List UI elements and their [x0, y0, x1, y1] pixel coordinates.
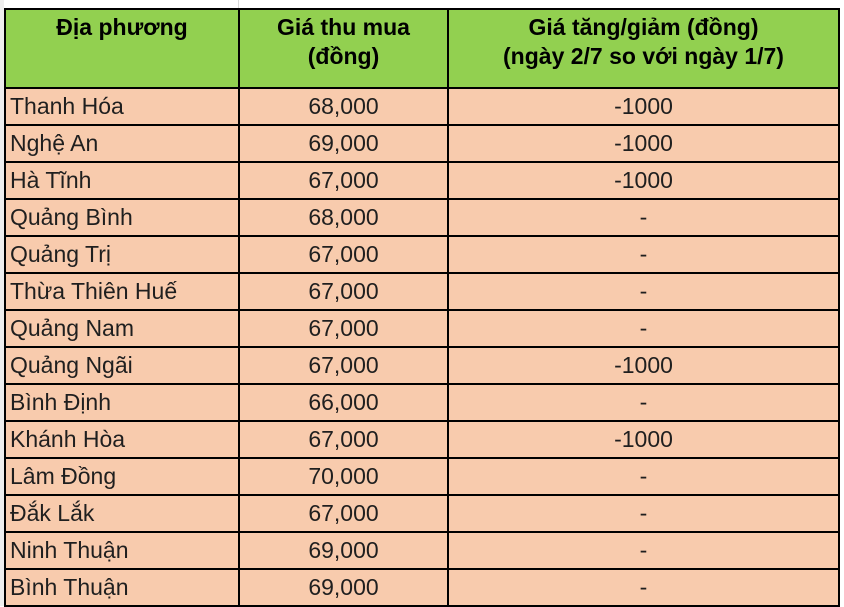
price-table: Địa phương Giá thu mua (đồng) Giá tăng/gi…: [4, 8, 840, 607]
change-cell: -: [447, 309, 840, 348]
header-text: Giá thu mua: [277, 14, 410, 40]
price-cell: 67,000: [238, 494, 449, 533]
change-cell: -: [447, 494, 840, 533]
change-cell: -1000: [447, 124, 840, 163]
table-row: Bình Thuận 69,000-: [4, 568, 840, 607]
price-cell: 70,000: [238, 457, 449, 496]
table-row: Thanh Hóa 68,000 -1000: [4, 87, 840, 126]
table-row: Bình Định 66,000-: [4, 383, 840, 422]
header-location: Địa phương: [4, 8, 240, 89]
price-cell: 66,000: [238, 383, 449, 422]
table-row: Lâm Đồng 70,000-: [4, 457, 840, 496]
table-row: Nghệ An 69,000 -1000: [4, 124, 840, 163]
price-cell: 68,000: [238, 87, 449, 126]
header-text: Giá tăng/giảm (đồng): [528, 14, 759, 40]
change-cell: -1000: [447, 161, 840, 200]
sheet-gridline: [238, 0, 239, 8]
change-cell: -: [447, 235, 840, 274]
header-text: (đồng): [307, 43, 380, 69]
table-row: Đắk Lắk 67,000-: [4, 494, 840, 533]
table-row: Hà Tĩnh 67,000 -1000: [4, 161, 840, 200]
change-cell: -: [447, 531, 840, 570]
location-cell: Ninh Thuận: [4, 531, 240, 570]
price-cell: 68,000: [238, 198, 449, 237]
location-cell: Thừa Thiên Huế: [4, 272, 240, 311]
header-text: (ngày 2/7 so với ngày 1/7): [503, 43, 784, 69]
change-cell: -: [447, 383, 840, 422]
location-cell: Đắk Lắk: [4, 494, 240, 533]
table-row: Quảng Bình 68,000-: [4, 198, 840, 237]
table-row: Quảng Trị 67,000-: [4, 235, 840, 274]
price-cell: 69,000: [238, 568, 449, 607]
price-cell: 69,000: [238, 124, 449, 163]
header-price: Giá thu mua (đồng): [238, 8, 449, 89]
change-cell: -: [447, 272, 840, 311]
table-row: Ninh Thuận 69,000-: [4, 531, 840, 570]
table-row: Thừa Thiên Huế 67,000-: [4, 272, 840, 311]
location-cell: Quảng Nam: [4, 309, 240, 348]
price-cell: 67,000: [238, 420, 449, 459]
location-cell: Quảng Ngãi: [4, 346, 240, 385]
location-cell: Hà Tĩnh: [4, 161, 240, 200]
price-cell: 69,000: [238, 531, 449, 570]
price-cell: 67,000: [238, 235, 449, 274]
price-cell: 67,000: [238, 346, 449, 385]
location-cell: Quảng Trị: [4, 235, 240, 274]
change-cell: -: [447, 568, 840, 607]
location-cell: Quảng Bình: [4, 198, 240, 237]
sheet-gridline: [0, 0, 4, 606]
location-cell: Bình Thuận: [4, 568, 240, 607]
change-cell: -: [447, 198, 840, 237]
header-row: Địa phương Giá thu mua (đồng) Giá tăng/gi…: [4, 8, 840, 89]
header-text: Địa phương: [56, 14, 188, 40]
table-row: Quảng Nam 67,000-: [4, 309, 840, 348]
table-row: Khánh Hòa 67,000 -1000: [4, 420, 840, 459]
table-row: Quảng Ngãi 67,000 -1000: [4, 346, 840, 385]
change-cell: -1000: [447, 346, 840, 385]
change-cell: -: [447, 457, 840, 496]
location-cell: Bình Định: [4, 383, 240, 422]
location-cell: Lâm Đồng: [4, 457, 240, 496]
header-change: Giá tăng/giảm (đồng) (ngày 2/7 so với ngà…: [447, 8, 840, 89]
price-cell: 67,000: [238, 161, 449, 200]
price-cell: 67,000: [238, 272, 449, 311]
price-cell: 67,000: [238, 309, 449, 348]
location-cell: Thanh Hóa: [4, 87, 240, 126]
location-cell: Khánh Hòa: [4, 420, 240, 459]
location-cell: Nghệ An: [4, 124, 240, 163]
change-cell: -1000: [447, 420, 840, 459]
change-cell: -1000: [447, 87, 840, 126]
